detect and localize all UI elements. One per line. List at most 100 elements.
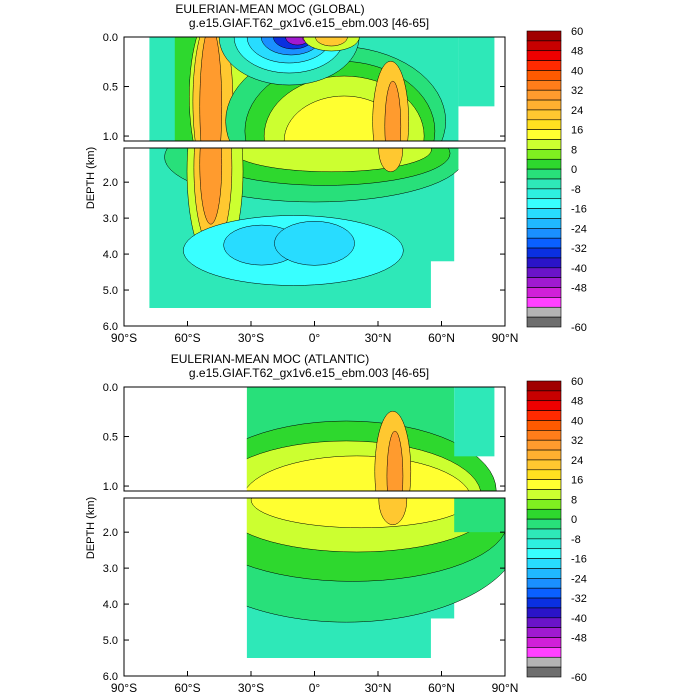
deep-neg-12-b: [274, 221, 355, 266]
colorbar-swatch: [526, 607, 562, 619]
colorbar-swatch: [526, 459, 562, 471]
y-tick-label: 1.0: [103, 481, 118, 493]
colorbar-swatch: [526, 50, 562, 61]
y-tick-label: 4.0: [103, 249, 118, 261]
colorbar-swatch: [526, 129, 562, 140]
colorbar-label: 8: [571, 494, 577, 506]
colorbar: 60 48 40 32 24 16 8 0 -8 -16 -24 -32 -40 -48 -60: [526, 26, 587, 334]
colorbar-swatch: [526, 30, 562, 42]
y-tick-label: 2.0: [103, 527, 118, 539]
colorbar: 60 48 40 32 24 16 8 0 -8 -16 -24 -32 -40 -48 -60: [526, 376, 587, 684]
colorbar-swatch: [526, 538, 562, 550]
colorbar-swatch: [526, 518, 562, 530]
antarctic-cell-28: [199, 37, 223, 141]
colorbar-swatch: [526, 109, 562, 121]
atl-arctic: [454, 387, 495, 457]
colorbar-label: -48: [571, 633, 587, 645]
y-tick-label: 3.0: [103, 563, 118, 575]
colorbar-swatch: [526, 208, 562, 219]
colorbar-label: 40: [571, 65, 583, 77]
x-tick-label: 90°N: [492, 331, 519, 345]
x-tick-label: 0°: [309, 331, 321, 345]
colorbar-swatch: [526, 247, 562, 259]
colorbar-swatch: [526, 218, 562, 229]
upper-frame: [123, 36, 506, 142]
colorbar-label: 60: [571, 376, 583, 388]
colorbar-swatch: [526, 508, 562, 520]
upper-section-field: [124, 387, 497, 491]
upper-frame: [123, 386, 506, 492]
amoc-deep-core: [378, 148, 403, 173]
colorbar-swatch: [526, 198, 562, 209]
colorbar-label: -8: [571, 534, 581, 546]
atl-deep-core: [378, 498, 408, 526]
y-tick-label: 1.0: [103, 131, 118, 143]
colorbar-swatch: [526, 257, 562, 269]
colorbar-label: -24: [571, 573, 587, 585]
atl-seafloor-north: [430, 618, 505, 676]
colorbar-swatch: [526, 578, 562, 589]
colorbar-swatch: [526, 449, 562, 461]
colorbar-swatch: [526, 469, 562, 480]
colorbar-swatch: [526, 178, 562, 190]
y-axis-label: DEPTH (km): [85, 147, 97, 209]
x-tick-label: 30°S: [238, 681, 264, 695]
y-tick-label: 2.0: [103, 177, 118, 189]
colorbar-label: 32: [571, 85, 583, 97]
colorbar-swatch: [526, 666, 562, 678]
atl-south-blank: [124, 387, 247, 491]
atl-seafloor: [124, 658, 505, 676]
colorbar-swatch: [526, 656, 562, 668]
colorbar-swatch: [526, 80, 562, 91]
y-tick-label: 6.0: [103, 321, 118, 333]
colorbar-label: -24: [571, 223, 587, 235]
y-axis-label: DEPTH (km): [85, 497, 97, 559]
colorbar-swatch: [526, 587, 562, 599]
amoc-core-28: [384, 80, 402, 141]
colorbar-swatch: [526, 627, 562, 638]
moc-panel-global: EULERIAN-MEAN MOC (GLOBAL)g.e15.GIAF.T62…: [85, 2, 587, 345]
x-tick-label: 30°N: [365, 331, 392, 345]
colorbar-swatch: [526, 617, 562, 628]
arctic-land: [458, 148, 505, 326]
y-tick-label: 4.0: [103, 599, 118, 611]
colorbar-label: 40: [571, 415, 583, 427]
x-tick-label: 90°S: [111, 331, 137, 345]
chart-subtitle: g.e15.GIAF.T62_gx1v6.e15_ebm.003 [46-65]: [189, 16, 429, 30]
colorbar-label: 8: [571, 144, 577, 156]
colorbar-label: -16: [571, 554, 587, 566]
colorbar-swatch: [526, 89, 562, 101]
colorbar-swatch: [526, 568, 562, 579]
colorbar-label: -16: [571, 204, 587, 216]
colorbar-swatch: [526, 70, 562, 81]
x-tick-label: 90°S: [111, 681, 137, 695]
colorbar-swatch: [526, 149, 562, 160]
seafloor: [124, 308, 505, 326]
colorbar-label: 16: [571, 475, 583, 487]
colorbar-swatch: [526, 139, 562, 150]
chart-title: EULERIAN-MEAN MOC (GLOBAL): [175, 2, 364, 16]
x-tick-label: 60°S: [174, 331, 200, 345]
y-tick-label: 3.0: [103, 213, 118, 225]
lower-section-field: [124, 498, 505, 676]
antarctic-deep-28: [199, 148, 223, 225]
y-tick-label: 6.0: [103, 671, 118, 683]
colorbar-swatch: [526, 548, 562, 559]
colorbar-swatch: [526, 267, 562, 278]
atl-arctic-deep: [454, 498, 505, 533]
upper-section-field: [149, 37, 495, 141]
colorbar-swatch: [526, 40, 562, 52]
colorbar-label: -32: [571, 593, 587, 605]
colorbar-swatch: [526, 237, 562, 249]
colorbar-swatch: [526, 637, 562, 648]
eq-pos-surface-core: [315, 37, 348, 47]
colorbar-label: -40: [571, 263, 587, 275]
colorbar-swatch: [526, 558, 562, 569]
colorbar-swatch: [526, 439, 562, 451]
colorbar-swatch: [526, 99, 562, 111]
x-tick-label: 0°: [309, 681, 321, 695]
arctic-fringe: [458, 37, 495, 107]
colorbar-swatch: [526, 60, 562, 71]
x-tick-label: 30°N: [365, 681, 392, 695]
y-tick-label: 0.5: [103, 82, 118, 94]
